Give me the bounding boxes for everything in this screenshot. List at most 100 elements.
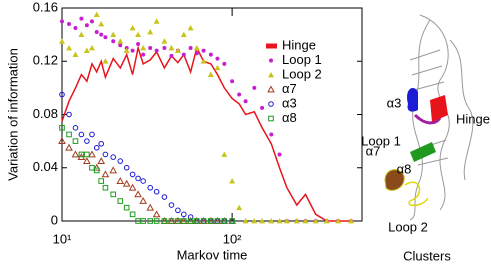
legend-box: [264, 38, 338, 129]
point: [58, 137, 66, 145]
point: [268, 218, 275, 224]
alpha3-region: [407, 88, 418, 112]
point: [181, 211, 187, 218]
legend-swatch: [268, 115, 274, 122]
point: [230, 79, 235, 84]
point: [168, 218, 175, 224]
point: [78, 31, 85, 38]
point: [102, 151, 109, 158]
legend-label: α8: [282, 110, 297, 125]
point: [117, 158, 124, 164]
y-tick-label: 0.08: [33, 106, 58, 121]
point: [174, 47, 181, 53]
point: [147, 218, 154, 224]
diagram-label: Loop 1: [361, 133, 401, 148]
point: [323, 218, 330, 224]
point: [154, 48, 159, 53]
point: [237, 92, 242, 97]
plot-area: [58, 11, 355, 224]
legend-label: Hinge: [282, 37, 316, 52]
point: [140, 218, 146, 224]
point: [123, 164, 130, 171]
point: [111, 39, 116, 44]
point: [65, 143, 73, 151]
legend-swatch: [268, 72, 274, 78]
point: [293, 218, 300, 224]
diagram-label: α3: [387, 95, 402, 110]
y-tick-label: 0.04: [33, 159, 58, 174]
point: [181, 218, 187, 224]
point: [260, 105, 265, 110]
point: [71, 150, 80, 158]
point: [152, 210, 161, 218]
loop2-region: [404, 181, 429, 207]
point: [277, 152, 282, 157]
point: [221, 218, 228, 224]
point: [187, 218, 194, 224]
point: [123, 204, 130, 211]
ribbon: [449, 39, 474, 181]
diagram-label: Loop 2: [388, 219, 428, 234]
point: [153, 218, 160, 224]
point: [161, 194, 168, 200]
point: [129, 211, 136, 218]
point: [88, 44, 95, 51]
point: [312, 218, 319, 224]
y-axis-label: Variation of information: [5, 48, 20, 181]
point: [175, 218, 181, 224]
point: [135, 31, 142, 38]
legend-swatch: [266, 43, 277, 49]
point: [84, 151, 90, 158]
point: [84, 23, 89, 28]
point: [79, 16, 84, 21]
point: [130, 48, 135, 53]
point: [140, 44, 147, 51]
point: [94, 29, 99, 34]
point: [110, 191, 117, 198]
point: [180, 31, 187, 38]
point: [134, 190, 142, 198]
point: [88, 150, 96, 158]
point: [72, 51, 79, 57]
point: [161, 218, 168, 224]
point: [93, 11, 100, 18]
point: [140, 178, 146, 184]
point: [193, 44, 200, 51]
point: [153, 188, 160, 195]
point: [269, 132, 274, 137]
point: [129, 171, 136, 178]
point: [72, 138, 79, 144]
loop1-region: [413, 113, 442, 125]
point: [168, 44, 175, 51]
point: [66, 111, 72, 118]
x-tick-label: 10¹: [53, 231, 72, 246]
point: [276, 218, 283, 224]
legend-label: Loop 2: [282, 66, 322, 81]
point: [109, 166, 118, 174]
point: [283, 218, 290, 224]
diagram-label: Hinge: [456, 111, 490, 126]
point: [117, 198, 124, 204]
point: [98, 140, 105, 147]
legend-swatch: [269, 58, 273, 63]
point: [128, 183, 137, 191]
point: [175, 207, 181, 214]
point: [103, 35, 108, 40]
point: [118, 43, 123, 48]
point: [194, 218, 200, 224]
point: [207, 71, 214, 77]
point: [208, 218, 214, 224]
point: [251, 218, 258, 224]
point: [73, 25, 78, 30]
point: [110, 31, 117, 38]
y-tick-label: 0: [51, 212, 58, 227]
point: [78, 131, 85, 138]
y-tick-label: 0.16: [33, 0, 58, 14]
point: [259, 218, 266, 224]
point: [84, 138, 90, 144]
point: [98, 20, 105, 27]
point: [161, 38, 168, 44]
point: [348, 218, 355, 224]
point: [123, 47, 130, 53]
